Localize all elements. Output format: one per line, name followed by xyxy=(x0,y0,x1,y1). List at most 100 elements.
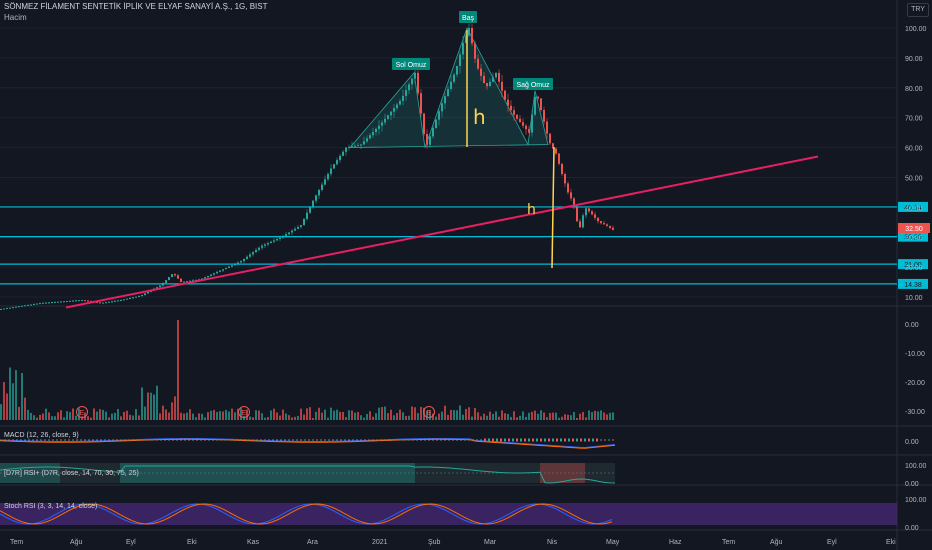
macd-histogram-bar xyxy=(380,439,382,441)
candle xyxy=(327,173,329,180)
volume-bar xyxy=(294,416,296,420)
earnings-event-1[interactable]: E xyxy=(80,410,85,417)
candle xyxy=(222,269,224,271)
candle xyxy=(108,301,110,303)
candle xyxy=(603,223,605,225)
macd-histogram-bar xyxy=(536,438,538,442)
candle xyxy=(558,153,560,164)
volume-bar xyxy=(51,416,53,420)
candle xyxy=(99,302,101,304)
macd-histogram-bar xyxy=(92,439,94,441)
head-annotation[interactable]: Baş xyxy=(459,11,477,23)
candle xyxy=(15,306,17,308)
volume-bar xyxy=(255,410,257,420)
macd-histogram-bar xyxy=(608,439,610,441)
candle xyxy=(30,304,32,306)
macd-histogram-bar xyxy=(224,439,226,441)
candle xyxy=(270,241,272,244)
macd-histogram-bar xyxy=(356,439,358,441)
volume-bar xyxy=(582,411,584,420)
volume-bar xyxy=(183,413,185,420)
candle xyxy=(249,254,251,257)
candle xyxy=(525,125,527,130)
volume-bar xyxy=(534,410,536,420)
volume-bar xyxy=(177,320,179,420)
candle xyxy=(126,298,128,300)
volume-bar xyxy=(45,408,47,420)
volume-bar xyxy=(486,415,488,420)
volume-bar xyxy=(525,416,527,420)
candle xyxy=(315,195,317,201)
candle xyxy=(267,243,269,245)
volume-bar xyxy=(0,404,2,420)
macd-histogram-bar xyxy=(580,438,582,442)
candle xyxy=(426,133,428,145)
macd-histogram-bar xyxy=(16,439,18,441)
target-height-line xyxy=(551,146,555,269)
macd-histogram-bar xyxy=(452,439,454,441)
volume-bar xyxy=(39,414,41,420)
volume-bar xyxy=(192,413,194,420)
candle xyxy=(141,294,143,296)
right-shoulder-annotation[interactable]: Sağ Omuz xyxy=(513,78,553,90)
volume-bar xyxy=(477,412,479,420)
time-axis[interactable]: Tem Ağu Eyl Eki Kas Ara 2021 Şub Mar Nis May Haz Tem… xyxy=(10,539,896,546)
volume-bar xyxy=(273,408,275,420)
volume-bar xyxy=(6,393,8,420)
candle xyxy=(87,300,89,302)
candle xyxy=(288,232,290,235)
macd-histogram-bar xyxy=(348,439,350,441)
trendline[interactable] xyxy=(65,155,819,309)
candle xyxy=(570,192,572,199)
macd-histogram-bar xyxy=(484,438,486,442)
volume-bar xyxy=(159,413,161,420)
candle xyxy=(102,302,104,304)
macd-histogram-bar xyxy=(488,438,490,442)
volume-bar xyxy=(354,412,356,420)
macd-histogram-bar xyxy=(336,439,338,441)
macd-histogram-bar xyxy=(576,438,578,442)
price-tick: 80.00 xyxy=(905,86,923,93)
candle xyxy=(393,108,395,112)
candle xyxy=(576,206,578,222)
volume-bar xyxy=(507,413,509,420)
candle xyxy=(438,111,440,120)
macd-histogram-bar xyxy=(140,439,142,441)
earnings-event-3[interactable]: E xyxy=(427,410,432,417)
volume-bar xyxy=(609,412,611,420)
candle xyxy=(543,109,545,122)
currency-selector[interactable]: TRY xyxy=(907,3,929,17)
candle xyxy=(207,275,209,278)
volume-bar xyxy=(462,414,464,420)
macd-histogram-bar xyxy=(72,439,74,441)
level-label: 14.38 xyxy=(904,282,922,289)
volume-bar xyxy=(372,416,374,420)
volume-bar xyxy=(321,412,323,420)
volume-bar xyxy=(171,402,173,420)
volume-bar xyxy=(384,406,386,420)
volume-bar xyxy=(603,412,605,420)
volume-bar xyxy=(150,392,152,420)
earnings-event-2[interactable]: E xyxy=(242,410,247,417)
macd-histogram-bar xyxy=(556,438,558,442)
volume-bar xyxy=(555,412,557,420)
left-shoulder-annotation[interactable]: Sol Omuz xyxy=(392,58,430,70)
price-axis[interactable]: 100.00 90.00 80.00 70.00 60.00 50.00 40.00 30.0… xyxy=(905,26,927,302)
candle xyxy=(468,28,470,36)
candle xyxy=(348,146,350,148)
candle xyxy=(120,299,122,301)
candle xyxy=(105,302,107,304)
candle xyxy=(213,273,215,275)
candle xyxy=(609,225,611,228)
event-markers[interactable]: E E E xyxy=(76,406,435,418)
price-tick: 10.00 xyxy=(905,295,923,302)
volume-bar xyxy=(87,416,89,420)
macd-histogram-bar xyxy=(108,439,110,441)
volume-bar xyxy=(207,412,209,420)
support-resistance-lines[interactable]: 40.14 30.20 21.00 14.38 xyxy=(0,201,928,289)
candle xyxy=(531,114,533,133)
volume-bar xyxy=(498,416,500,420)
macd-histogram-bar xyxy=(532,438,534,442)
volume-bar xyxy=(546,417,548,420)
